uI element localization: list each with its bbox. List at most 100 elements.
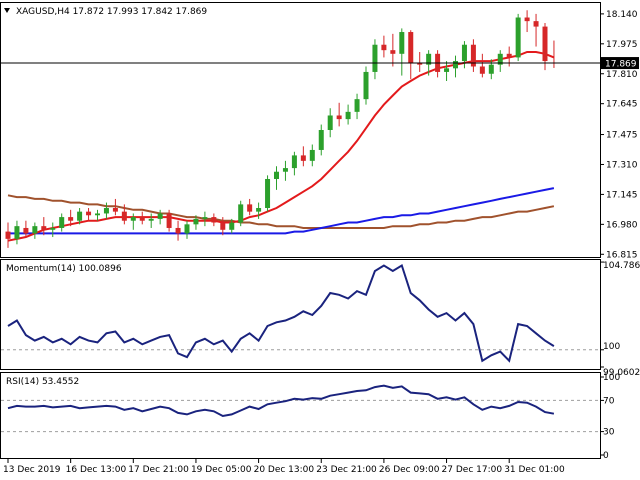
momentum-tick-label: 100 xyxy=(603,342,620,352)
ma-brown-line xyxy=(7,194,555,229)
last-price-label: 17.869 xyxy=(605,60,637,70)
rsi-title: RSI(14) 53.4552 xyxy=(6,377,79,387)
candle-body xyxy=(399,32,405,54)
last-price-badge xyxy=(601,57,639,70)
time-tick-label: 31 Dec 01:00 xyxy=(504,465,565,475)
candle-body xyxy=(32,226,38,234)
candle-body xyxy=(363,71,369,100)
price-tick-label: 16.980 xyxy=(606,220,638,230)
candle-body xyxy=(139,217,145,221)
candle-body xyxy=(274,171,279,179)
momentum-tick-label: 104.7865 xyxy=(603,261,640,271)
candlesticks xyxy=(5,10,557,248)
candle-body xyxy=(336,115,342,120)
rsi-line xyxy=(7,384,555,418)
candle-body xyxy=(533,21,539,27)
rsi-tick-label: 100 xyxy=(603,373,620,383)
candle-body xyxy=(14,226,20,239)
price-tick-label: 17.975 xyxy=(606,40,638,50)
candle-body xyxy=(408,32,414,63)
ma-blue-line xyxy=(8,187,555,235)
candle-body xyxy=(426,53,432,65)
time-tick-label: 23 Dec 21:00 xyxy=(316,465,377,475)
candle-body xyxy=(506,53,512,58)
candle-body xyxy=(524,17,530,22)
candle-body xyxy=(112,208,118,212)
rsi-panel xyxy=(0,372,601,459)
candle-body xyxy=(390,50,396,54)
candle-body xyxy=(148,218,154,221)
candle-body xyxy=(354,99,360,112)
candle-body xyxy=(497,53,503,65)
candle-body xyxy=(327,115,333,130)
rsi-tick-label: 30 xyxy=(603,428,615,438)
time-axis: 13 Dec 2019 16 Dec 13:00 17 Dec 21:00 19 De… xyxy=(3,459,565,475)
price-tick-label: 17.310 xyxy=(606,160,638,170)
candle-body xyxy=(166,213,172,228)
candle-body xyxy=(282,168,288,172)
candle-body xyxy=(417,62,423,65)
candle-body xyxy=(86,211,92,216)
candle-body xyxy=(265,178,271,209)
price-chart-title: XAGUSD,H4 17.872 17.993 17.842 17.869 xyxy=(16,7,207,17)
candle-body xyxy=(479,66,485,74)
price-tick-label: 16.815 xyxy=(606,250,638,260)
candle-body xyxy=(68,217,74,221)
candle-body xyxy=(256,208,262,212)
candle-body xyxy=(121,211,127,221)
momentum-line xyxy=(7,263,555,363)
candle-body xyxy=(211,217,217,223)
candle-body xyxy=(220,222,226,230)
time-tick-label: 17 Dec 21:00 xyxy=(128,465,189,475)
rsi-series xyxy=(7,384,555,418)
candle-body xyxy=(5,231,11,239)
candle-body xyxy=(202,217,208,219)
last-price-marker: 17.869 xyxy=(1,57,639,70)
candle-body xyxy=(175,227,181,234)
candle-body xyxy=(247,204,253,212)
candle-body xyxy=(50,227,56,230)
time-tick-label: 13 Dec 2019 xyxy=(3,465,61,475)
candle-body xyxy=(300,155,306,161)
price-tick-label: 18.140 xyxy=(606,10,638,20)
candle-body xyxy=(184,224,190,234)
candle-body xyxy=(309,149,315,161)
candle-body xyxy=(23,227,29,234)
price-tick-label: 17.145 xyxy=(606,190,638,200)
time-tick-label: 16 Dec 13:00 xyxy=(66,465,127,475)
candle-body xyxy=(488,64,494,74)
candle-body xyxy=(453,61,458,69)
candle-body xyxy=(381,44,387,51)
candle-body xyxy=(444,68,450,72)
candle-body xyxy=(77,211,83,221)
price-tick-label: 17.810 xyxy=(606,70,638,80)
rsi-tick-label: 0 xyxy=(603,451,609,461)
candle-body xyxy=(229,222,235,230)
time-tick-label: 27 Dec 17:00 xyxy=(442,465,503,475)
candle-body xyxy=(130,217,136,221)
time-tick-label: 26 Dec 09:00 xyxy=(379,465,440,475)
time-tick-label: 20 Dec 13:00 xyxy=(254,465,315,475)
candle-body xyxy=(157,213,163,219)
candle-body xyxy=(41,226,47,230)
candle-body xyxy=(470,44,476,67)
price-axis: 18.140 17.975 17.810 17.645 17.475 17.310 17.1… xyxy=(600,10,638,260)
candle-body xyxy=(238,204,244,223)
price-panel xyxy=(0,2,601,258)
price-tick-label: 17.475 xyxy=(606,131,638,141)
price-tick-label: 17.645 xyxy=(606,100,638,110)
candle-body xyxy=(461,44,467,62)
momentum-axis: 104.7865 100 99.0602 xyxy=(1,261,640,378)
rsi-tick-label: 70 xyxy=(603,396,615,406)
time-tick-label: 19 Dec 05:00 xyxy=(191,465,252,475)
candle-body xyxy=(372,44,378,72)
candle-body xyxy=(542,26,548,62)
collapse-triangle-icon[interactable] xyxy=(4,8,10,13)
momentum-tick-label: 99.0602 xyxy=(603,368,640,378)
candle-body xyxy=(59,217,65,228)
candle-body xyxy=(291,155,297,169)
momentum-title: Momentum(14) 100.0896 xyxy=(6,264,122,274)
candle-body xyxy=(515,17,521,58)
candle-body xyxy=(103,208,109,214)
